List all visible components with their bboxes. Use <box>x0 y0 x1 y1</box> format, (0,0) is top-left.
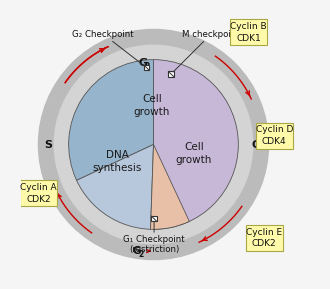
Wedge shape <box>77 144 153 229</box>
FancyBboxPatch shape <box>246 225 283 251</box>
Text: G₂ Checkpoint: G₂ Checkpoint <box>72 30 144 66</box>
Circle shape <box>54 45 253 244</box>
Text: S: S <box>44 140 52 149</box>
Text: 1: 1 <box>258 143 264 153</box>
Text: Cell
growth: Cell growth <box>176 142 212 164</box>
Text: M checkpoint: M checkpoint <box>173 30 240 72</box>
Text: Cyclin A
CDK2: Cyclin A CDK2 <box>20 183 57 204</box>
Text: Cyclin E
CDK2: Cyclin E CDK2 <box>246 227 282 248</box>
Text: Cyclin B
CDK1: Cyclin B CDK1 <box>230 22 267 43</box>
Bar <box>151 216 157 221</box>
Bar <box>168 71 174 77</box>
Bar <box>144 65 149 70</box>
Text: G: G <box>252 140 261 149</box>
Wedge shape <box>150 144 189 229</box>
FancyBboxPatch shape <box>230 19 267 45</box>
Text: G: G <box>138 58 147 68</box>
Text: Cell
growth: Cell growth <box>134 94 170 117</box>
Circle shape <box>39 29 269 260</box>
Wedge shape <box>69 60 153 180</box>
FancyBboxPatch shape <box>256 123 293 149</box>
Text: G: G <box>133 246 141 256</box>
Text: G₁ Checkpoint
(restriction): G₁ Checkpoint (restriction) <box>123 221 185 254</box>
Wedge shape <box>153 60 238 229</box>
Text: DNA
synthesis: DNA synthesis <box>93 150 142 173</box>
Text: 2: 2 <box>145 62 150 71</box>
Text: 2: 2 <box>139 250 144 259</box>
FancyBboxPatch shape <box>20 180 57 206</box>
Text: Cyclin D
CDK4: Cyclin D CDK4 <box>256 125 293 146</box>
